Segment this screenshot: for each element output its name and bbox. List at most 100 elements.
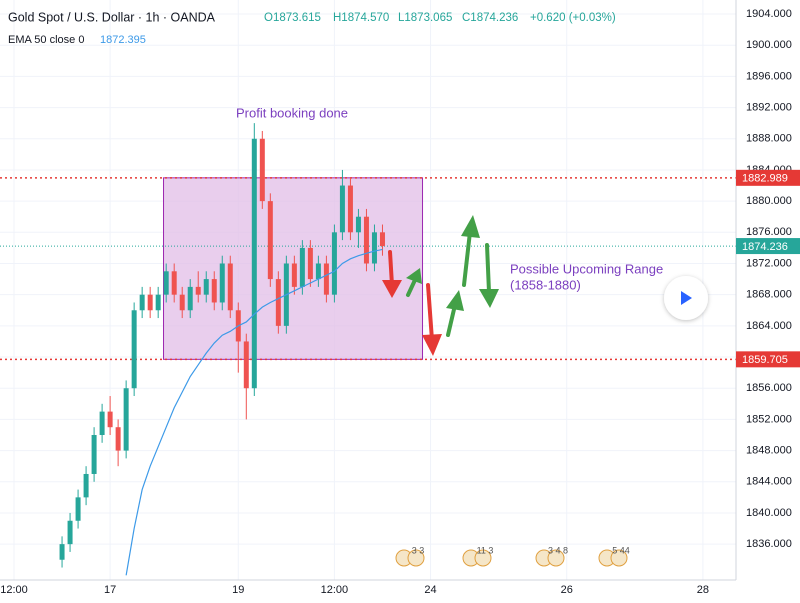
price-tag-label: 1859.705 <box>742 354 788 366</box>
price-tag <box>736 169 800 186</box>
candle-body <box>251 138 257 389</box>
ohlc-value: C1874.236 <box>462 12 518 24</box>
y-tick-label: 1880.000 <box>746 195 792 207</box>
candle-body <box>267 201 273 280</box>
candle-body <box>331 232 337 295</box>
candle-body <box>107 411 113 428</box>
event-icon <box>610 549 628 567</box>
price-axis-bg <box>736 0 800 598</box>
arrow <box>388 250 394 287</box>
x-tick-label: 12:00 <box>321 584 349 596</box>
candle-body <box>219 263 225 303</box>
x-tick-label: 24 <box>424 584 436 596</box>
price-tag <box>736 351 800 368</box>
arrow <box>406 278 417 297</box>
candle-body <box>91 435 97 474</box>
y-tick-label: 1892.000 <box>746 101 792 113</box>
candle-body <box>315 263 321 280</box>
x-tick-label: 19 <box>232 584 244 596</box>
candle-body <box>179 294 185 311</box>
candle-body <box>355 216 361 233</box>
annotation: Possible Upcoming Range <box>510 261 663 276</box>
x-tick-label: 28 <box>697 584 709 596</box>
y-tick-label: 1904.000 <box>746 8 792 20</box>
candle-body <box>59 544 65 560</box>
y-tick-label: 1868.000 <box>746 289 792 301</box>
price-tag <box>736 238 800 255</box>
y-tick-label: 1844.000 <box>746 476 792 488</box>
candle-body <box>211 279 217 303</box>
arrow-head <box>406 268 422 284</box>
price-tag-label: 1874.236 <box>742 241 788 253</box>
candle-body <box>371 232 377 264</box>
y-tick-label: 1888.000 <box>746 133 792 145</box>
event-label: 3 4 8 <box>548 545 568 555</box>
x-tick-label: 26 <box>561 584 573 596</box>
candle-body <box>163 271 169 295</box>
candle-body <box>187 286 193 311</box>
candle-body <box>227 263 233 311</box>
candle-body <box>347 185 353 233</box>
candle-body <box>123 388 129 451</box>
candle-body <box>99 411 105 435</box>
arrow <box>462 230 472 287</box>
indicator-value: 1872.395 <box>100 34 146 46</box>
plot <box>59 123 385 576</box>
y-tick-label: 1840.000 <box>746 507 792 519</box>
candle-body <box>291 263 297 287</box>
events: 3 3 11 3 3 4 8 5 44 <box>395 545 630 567</box>
candle-body <box>323 263 329 295</box>
candle-body <box>75 497 81 521</box>
y-tick-label: 1896.000 <box>746 70 792 82</box>
axis-labels: 1836.000 1840.000 1844.000 1848.000 1852.000… <box>0 8 800 596</box>
arrow-head <box>422 334 442 356</box>
event-icon <box>547 549 565 567</box>
event-icon <box>407 549 425 567</box>
ohlc-value: O1873.615 <box>264 12 321 24</box>
y-tick-label: 1872.000 <box>746 257 792 269</box>
y-tick-label: 1852.000 <box>746 413 792 425</box>
indicator-name: EMA 50 close 0 <box>8 34 84 46</box>
candle-body <box>275 279 281 326</box>
candle-body <box>379 232 385 247</box>
annotation: Profit booking done <box>236 105 348 120</box>
event-label: 3 3 <box>412 545 425 555</box>
candle-body <box>243 341 249 389</box>
candle-body <box>147 294 153 311</box>
candle-body <box>155 294 161 311</box>
y-tick-label: 1864.000 <box>746 320 792 332</box>
candle-body <box>195 286 201 295</box>
arrow-head <box>382 280 402 298</box>
y-tick-label: 1848.000 <box>746 444 792 456</box>
annotation: (1858-1880) <box>510 277 581 292</box>
candle-body <box>299 247 305 287</box>
candle-body <box>363 216 369 264</box>
y-tick-label: 1836.000 <box>746 538 792 550</box>
event-label: 11 3 <box>477 545 494 555</box>
y-tick-label: 1856.000 <box>746 382 792 394</box>
arrows <box>382 215 499 356</box>
ohlc-value: L1873.065 <box>398 12 452 24</box>
candle-body <box>259 138 265 202</box>
candle-body <box>67 520 73 545</box>
arrow <box>446 303 457 337</box>
arrow-head <box>461 215 480 238</box>
arrow-head <box>446 290 464 311</box>
candle-body <box>83 473 89 498</box>
arrow <box>485 243 491 294</box>
play-icon <box>681 291 692 305</box>
candle-body <box>203 279 209 295</box>
ema-line <box>125 248 383 576</box>
arrow-head <box>479 289 499 308</box>
candle-body <box>115 427 121 451</box>
header: Gold Spot / U.S. Dollar · 1h · OANDA EMA… <box>8 10 616 46</box>
ohlc-value: +0.620 (+0.03%) <box>530 12 616 24</box>
x-tick-label: 12:00 <box>0 584 28 596</box>
x-tick-label: 17 <box>104 584 116 596</box>
candle-body <box>307 247 313 280</box>
candle-body <box>339 185 345 233</box>
candle-body <box>131 310 137 389</box>
ohlc-value: H1874.570 <box>333 12 389 24</box>
event-label: 5 44 <box>612 545 630 555</box>
